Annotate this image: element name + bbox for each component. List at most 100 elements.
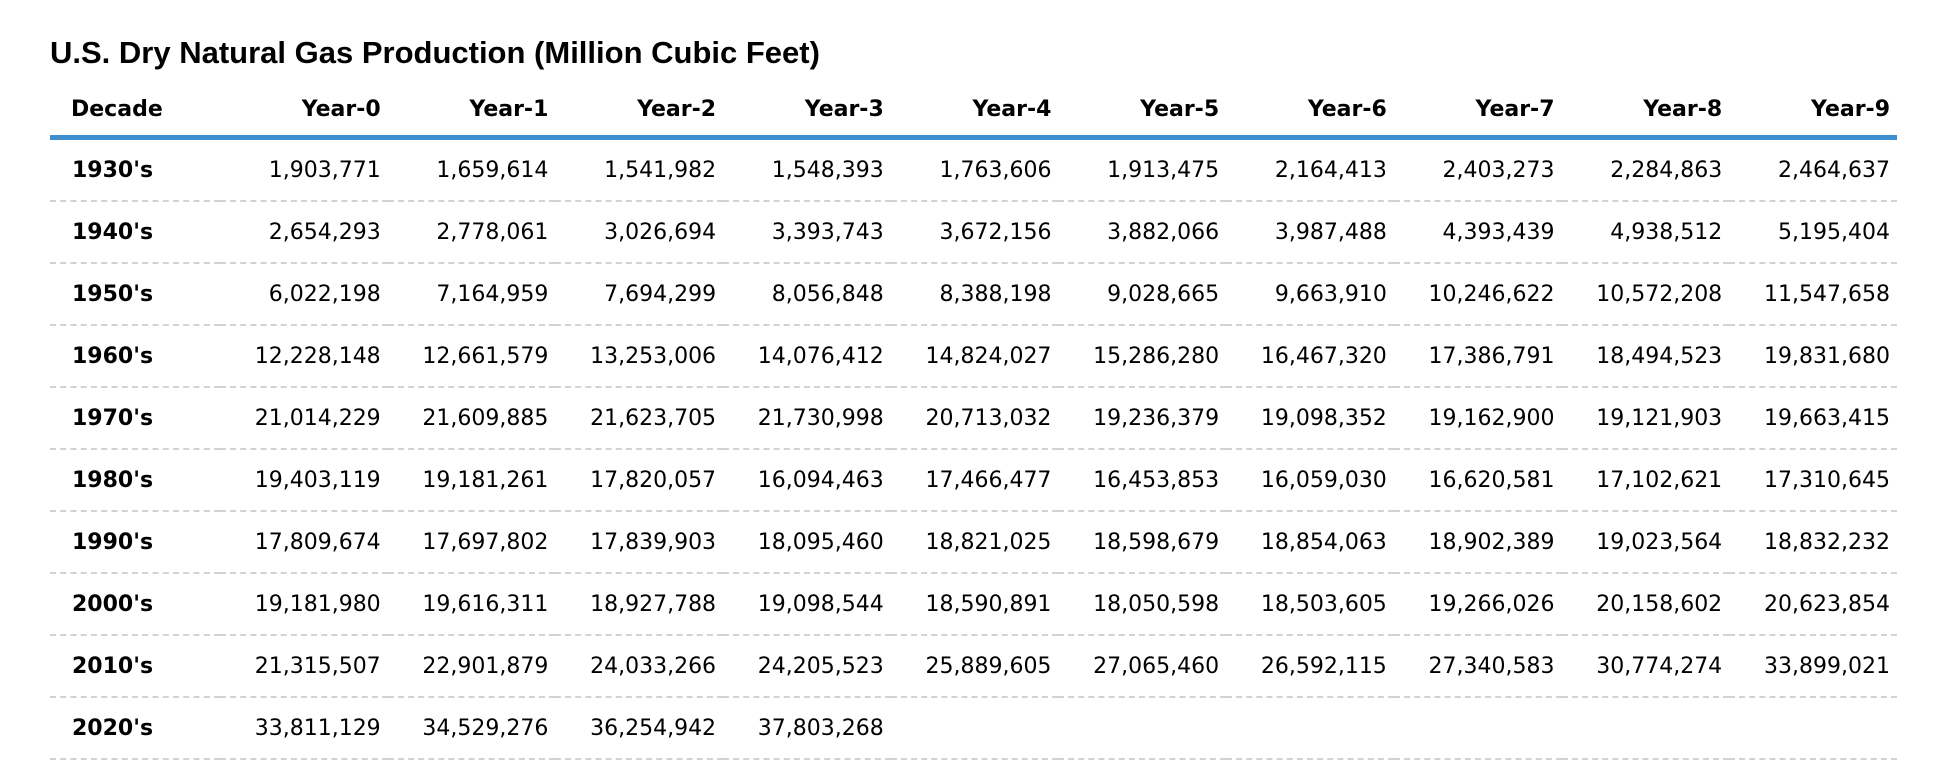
decade-cell: 2000's: [50, 573, 220, 636]
value-cell: 3,987,488: [1226, 201, 1394, 264]
table-body: 1930's 1,903,771 1,659,614 1,541,982 1,548,3…: [50, 137, 1897, 760]
column-header-year-9: Year-9: [1729, 83, 1897, 140]
decade-cell: 1990's: [50, 511, 220, 574]
value-cell: 18,854,063: [1226, 511, 1394, 574]
value-cell: 16,620,581: [1393, 449, 1562, 512]
value-cell: 20,713,032: [890, 387, 1059, 450]
value-cell: 3,882,066: [1058, 201, 1227, 264]
value-cell: 19,616,311: [387, 573, 556, 636]
value-cell: 16,453,853: [1058, 449, 1227, 512]
value-cell: 33,899,021: [1729, 635, 1897, 698]
table-row: 1950's 6,022,198 7,164,959 7,694,299 8,056,8…: [50, 263, 1897, 326]
value-cell: 1,548,393: [723, 137, 891, 202]
decade-cell: 1930's: [50, 137, 220, 202]
value-cell: 1,763,606: [890, 137, 1059, 202]
value-cell: 8,056,848: [723, 263, 891, 326]
decade-cell: 1970's: [50, 387, 220, 450]
value-cell: 27,065,460: [1058, 635, 1227, 698]
value-cell: 17,839,903: [555, 511, 724, 574]
value-cell: 11,547,658: [1729, 263, 1897, 326]
table-row: 1940's 2,654,293 2,778,061 3,026,694 3,393,7…: [50, 201, 1897, 264]
column-header-year-1: Year-1: [387, 83, 556, 140]
column-header-year-3: Year-3: [723, 83, 891, 140]
value-cell: 19,403,119: [220, 449, 388, 512]
value-cell: 20,158,602: [1561, 573, 1730, 636]
table-row: 1930's 1,903,771 1,659,614 1,541,982 1,548,3…: [50, 137, 1897, 202]
value-cell: 18,050,598: [1058, 573, 1227, 636]
value-cell: 18,832,232: [1729, 511, 1897, 574]
value-cell: 21,315,507: [220, 635, 388, 698]
table-row: 1960's 12,228,148 12,661,579 13,253,006 14,0…: [50, 325, 1897, 388]
value-cell: 10,572,208: [1561, 263, 1730, 326]
value-cell: 13,253,006: [555, 325, 724, 388]
value-cell: 17,697,802: [387, 511, 556, 574]
value-cell: 24,205,523: [723, 635, 891, 698]
value-cell: 12,228,148: [220, 325, 388, 388]
value-cell: 7,164,959: [387, 263, 556, 326]
value-cell: 24,033,266: [555, 635, 724, 698]
value-cell: 3,393,743: [723, 201, 891, 264]
value-cell: 19,121,903: [1561, 387, 1730, 450]
gas-production-table: Decade Year-0 Year-1 Year-2 Year-3 Year-4 Year…: [50, 83, 1897, 760]
value-cell: 4,938,512: [1561, 201, 1730, 264]
value-cell: 2,284,863: [1561, 137, 1730, 202]
decade-cell: 2020's: [50, 697, 220, 760]
column-header-year-0: Year-0: [220, 83, 388, 140]
table-row: 2000's 19,181,980 19,616,311 18,927,788 19,0…: [50, 573, 1897, 636]
value-cell: 16,467,320: [1226, 325, 1394, 388]
value-cell: 18,927,788: [555, 573, 724, 636]
column-header-year-8: Year-8: [1561, 83, 1730, 140]
table-row: 2020's 33,811,129 34,529,276 36,254,942 37,8…: [50, 697, 1897, 760]
decade-cell: 2010's: [50, 635, 220, 698]
value-cell: 37,803,268: [723, 697, 891, 760]
value-cell: 5,195,404: [1729, 201, 1897, 264]
value-cell: 18,503,605: [1226, 573, 1394, 636]
value-cell: 19,098,544: [723, 573, 891, 636]
value-cell: 21,623,705: [555, 387, 724, 450]
value-cell: 19,181,261: [387, 449, 556, 512]
value-cell: 1,659,614: [387, 137, 556, 202]
column-header-year-6: Year-6: [1226, 83, 1394, 140]
value-cell: 19,663,415: [1729, 387, 1897, 450]
value-cell: 19,162,900: [1393, 387, 1562, 450]
value-cell: 2,778,061: [387, 201, 556, 264]
value-cell: [1729, 697, 1897, 760]
value-cell: 14,824,027: [890, 325, 1059, 388]
value-cell: 27,340,583: [1393, 635, 1562, 698]
value-cell: 16,059,030: [1226, 449, 1394, 512]
value-cell: 20,623,854: [1729, 573, 1897, 636]
value-cell: 30,774,274: [1561, 635, 1730, 698]
value-cell: 1,541,982: [555, 137, 724, 202]
value-cell: 21,730,998: [723, 387, 891, 450]
value-cell: 17,820,057: [555, 449, 724, 512]
value-cell: 22,901,879: [387, 635, 556, 698]
column-header-year-5: Year-5: [1058, 83, 1227, 140]
table-header: Decade Year-0 Year-1 Year-2 Year-3 Year-4 Year…: [50, 83, 1897, 140]
header-row: Decade Year-0 Year-1 Year-2 Year-3 Year-4 Year…: [50, 83, 1897, 140]
value-cell: 17,102,621: [1561, 449, 1730, 512]
column-header-year-4: Year-4: [890, 83, 1059, 140]
value-cell: 18,590,891: [890, 573, 1059, 636]
value-cell: 2,164,413: [1226, 137, 1394, 202]
decade-cell: 1980's: [50, 449, 220, 512]
decade-cell: 1940's: [50, 201, 220, 264]
value-cell: 1,903,771: [220, 137, 388, 202]
value-cell: [1393, 697, 1562, 760]
value-cell: 8,388,198: [890, 263, 1059, 326]
value-cell: 26,592,115: [1226, 635, 1394, 698]
value-cell: 18,902,389: [1393, 511, 1562, 574]
value-cell: 12,661,579: [387, 325, 556, 388]
value-cell: 18,821,025: [890, 511, 1059, 574]
value-cell: 33,811,129: [220, 697, 388, 760]
value-cell: 2,403,273: [1393, 137, 1562, 202]
table-row: 1990's 17,809,674 17,697,802 17,839,903 18,0…: [50, 511, 1897, 574]
value-cell: 18,095,460: [723, 511, 891, 574]
decade-cell: 1960's: [50, 325, 220, 388]
value-cell: 19,236,379: [1058, 387, 1227, 450]
value-cell: 10,246,622: [1393, 263, 1562, 326]
value-cell: 17,386,791: [1393, 325, 1562, 388]
value-cell: 6,022,198: [220, 263, 388, 326]
value-cell: 19,266,026: [1393, 573, 1562, 636]
value-cell: 18,598,679: [1058, 511, 1227, 574]
table-row: 2010's 21,315,507 22,901,879 24,033,266 24,2…: [50, 635, 1897, 698]
